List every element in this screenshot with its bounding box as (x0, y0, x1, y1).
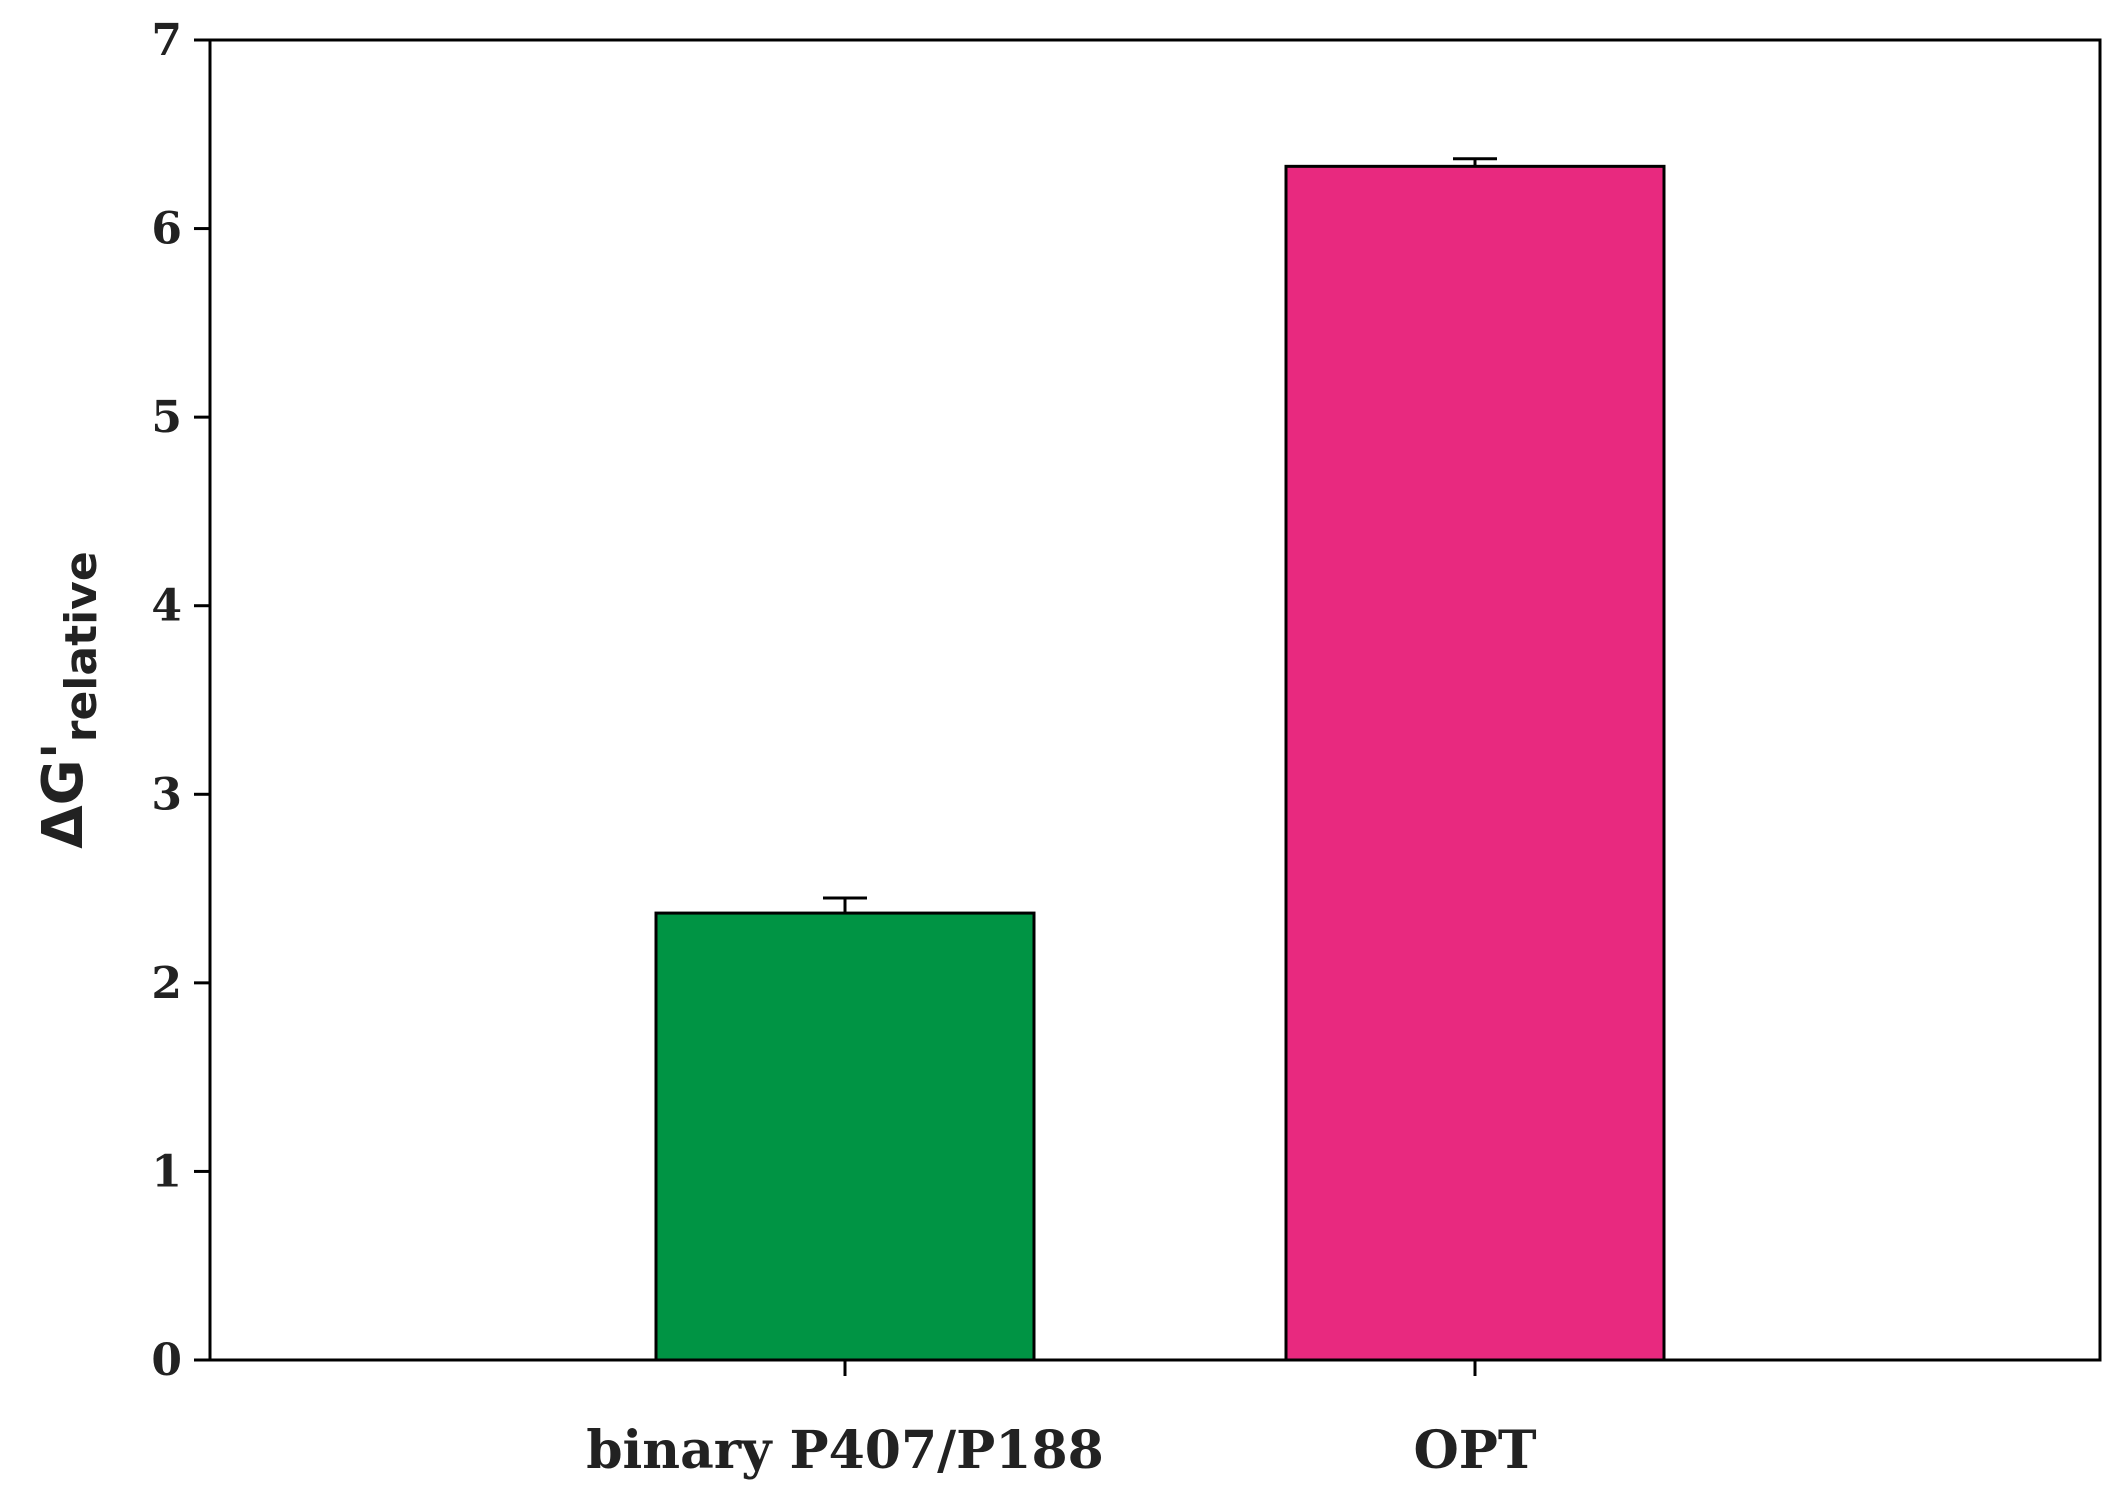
x-tick-label: OPT (1413, 1420, 1536, 1481)
x-tick-label: binary P407/P188 (586, 1420, 1104, 1481)
y-tick-label: 1 (151, 1146, 182, 1197)
x-axis: binary P407/P188 OPT (586, 1360, 1537, 1481)
y-axis-title-main: ΔG' (31, 742, 96, 848)
bar (1284, 164, 1666, 1362)
y-tick-label: 3 (151, 769, 182, 820)
bars (654, 157, 1666, 1362)
y-tick-label: 7 (151, 15, 182, 66)
bar (654, 911, 1036, 1362)
y-tick-label: 4 (151, 581, 182, 632)
plot-frame (208, 38, 2102, 1362)
y-tick-label: 0 (151, 1335, 182, 1386)
y-axis-title-subscript: relative (56, 551, 107, 742)
y-tick-label: 5 (151, 392, 182, 443)
y-tick-label: 6 (151, 204, 182, 255)
y-axis: 0 1 2 3 4 5 6 7 (151, 15, 210, 1386)
y-tick-label: 2 (151, 958, 182, 1009)
y-axis-title: ΔG'relative (31, 551, 107, 848)
